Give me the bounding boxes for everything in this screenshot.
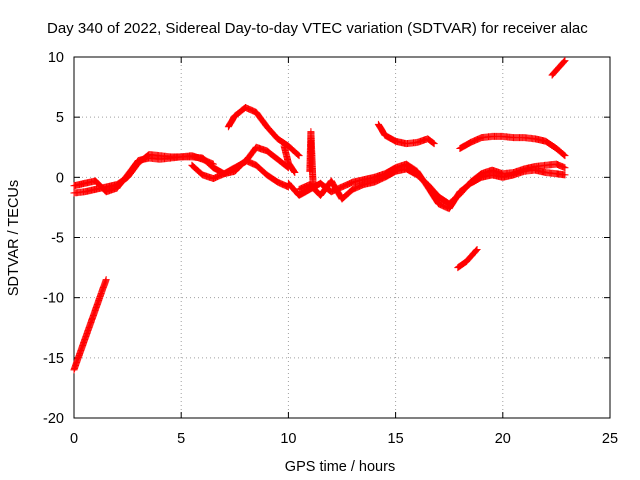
y-axis-label: SDTVAR / TECUs xyxy=(6,180,22,296)
y-tick-label: 0 xyxy=(56,170,64,186)
data-marks xyxy=(306,128,317,187)
data-marks xyxy=(280,142,299,177)
data-marks xyxy=(374,120,438,148)
x-tick-label: 10 xyxy=(280,431,296,447)
series-track-f xyxy=(295,160,569,208)
data-marks xyxy=(548,57,569,79)
data-marks xyxy=(456,132,569,160)
series-track-l xyxy=(454,246,481,272)
series-track-h xyxy=(306,128,317,187)
x-tick-label: 0 xyxy=(70,431,78,447)
x-tick-label: 25 xyxy=(602,431,618,447)
series-track-g xyxy=(280,142,299,177)
y-tick-label: 5 xyxy=(56,110,64,126)
series-track-j xyxy=(456,132,569,160)
data-marks xyxy=(188,143,292,182)
x-tick-label: 20 xyxy=(495,431,511,447)
series-track-c xyxy=(188,143,292,182)
data-marks xyxy=(224,104,303,160)
data-marks xyxy=(70,152,217,196)
grid xyxy=(74,57,610,418)
data-points xyxy=(70,57,569,374)
y-tick-label: 10 xyxy=(48,50,64,66)
x-axis-label: GPS time / hours xyxy=(285,459,395,475)
axis-ticks: 0 5 10 15 20 25 -20 -15 -10 -5 0 5 10 xyxy=(43,50,618,447)
series-track-d xyxy=(224,104,303,160)
series-track-b xyxy=(70,152,217,196)
x-tick-label: 15 xyxy=(388,431,404,447)
x-tick-label: 5 xyxy=(177,431,185,447)
y-tick-label: -10 xyxy=(43,291,64,307)
series-track-k xyxy=(70,276,110,374)
series-track-m xyxy=(548,57,569,79)
y-tick-label: -15 xyxy=(43,351,64,367)
chart-title: Day 340 of 2022, Sidereal Day-to-day VTE… xyxy=(47,20,588,37)
y-tick-label: -5 xyxy=(51,231,64,247)
y-tick-label: -20 xyxy=(43,411,64,427)
data-marks xyxy=(70,276,110,374)
data-marks xyxy=(454,246,481,272)
series-track-i xyxy=(374,120,438,148)
data-marks xyxy=(295,160,569,208)
